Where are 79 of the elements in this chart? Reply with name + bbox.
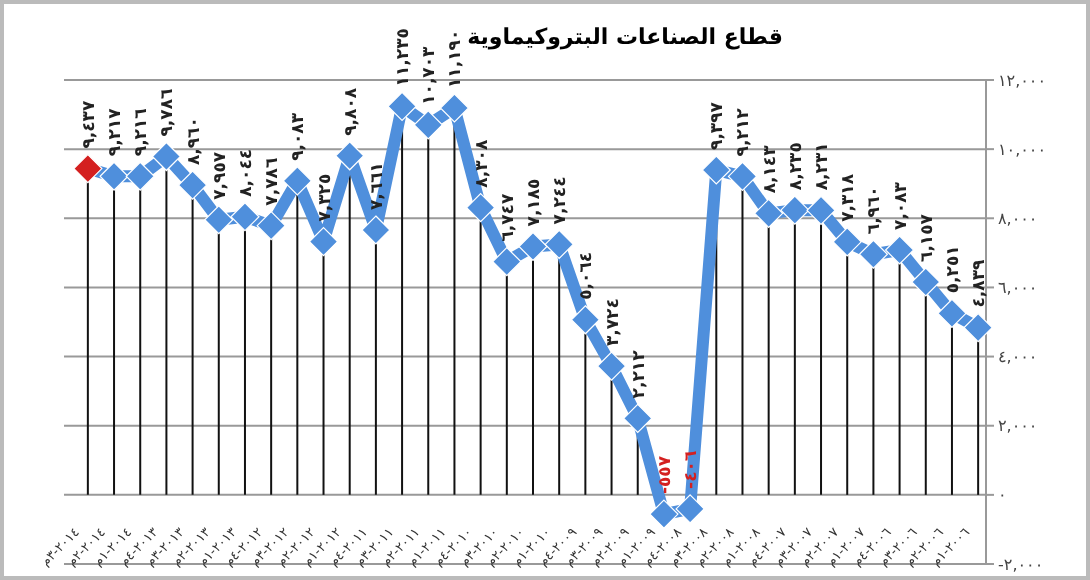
point: [911, 267, 941, 297]
point: [754, 198, 784, 228]
point: [387, 91, 417, 122]
point: [361, 215, 391, 245]
point: [570, 305, 600, 335]
data-label: -٥٥٧: [655, 454, 676, 495]
y-tick-label: ٤,٠٠٠: [998, 348, 1038, 367]
point: [282, 166, 312, 196]
y-tick-label: ١٢,٠٠٠: [998, 71, 1047, 90]
data-label: ١٠,٧٠٣: [420, 44, 441, 105]
y-tick-label: ٨,٠٠٠: [998, 209, 1038, 228]
y-tick-label: ٠: [998, 486, 1007, 505]
data-label: ٨,٠٤٤: [236, 148, 257, 197]
point: [780, 195, 810, 225]
point: [204, 205, 234, 235]
point: [596, 351, 627, 381]
point: [518, 231, 548, 262]
point: [151, 141, 182, 172]
point: [727, 161, 758, 191]
y-tick-label: ٦,٠٠٠: [998, 279, 1038, 298]
data-label: ٣,٧٢٤: [603, 298, 624, 347]
data-label: ١١,١٩٠: [446, 29, 467, 88]
point: [623, 403, 653, 433]
data-label: ٢,٢١٢: [629, 348, 650, 399]
point: [256, 211, 286, 241]
point: [937, 298, 967, 328]
data-label: ٨,٢٣٥: [786, 142, 807, 191]
point: [649, 499, 679, 529]
data-label: ٩,٨٠٨: [341, 86, 362, 136]
point: [99, 161, 129, 191]
data-label: ٧,٠٨٣: [891, 180, 912, 230]
point: [230, 202, 260, 232]
point: [701, 155, 731, 185]
point: [335, 141, 365, 171]
data-label: ٧,٦٦١: [367, 162, 388, 211]
point: [466, 193, 496, 223]
point: [858, 239, 888, 269]
data-label: ٧,٧٨٦: [263, 157, 284, 206]
point: [492, 247, 522, 277]
data-label: ٤,٨٣٩: [970, 257, 991, 308]
point: [308, 227, 339, 257]
data-label: ٩,٣٩٧: [708, 100, 729, 150]
point: [544, 229, 574, 260]
data-label: ٥,٢٥١: [943, 245, 964, 294]
data-label: ٦,٧٤٧: [498, 192, 519, 242]
data-label: ٨,٣٠٨: [472, 138, 493, 188]
data-label: ٥,٠٦٤: [577, 251, 598, 300]
y-tick-label: ٢,٠٠٠: [998, 417, 1038, 436]
point: [73, 154, 103, 184]
data-label: ٧,٣٢٥: [315, 173, 336, 222]
data-label: -٤٠٦: [682, 450, 703, 489]
point: [832, 227, 862, 257]
data-label: ٩,٢١٦: [132, 108, 153, 157]
data-label: ٩,٤٣٧: [79, 99, 100, 149]
y-tick-label: -٢,٠٠٠: [998, 555, 1044, 574]
data-label: ٧,٢٤٤: [551, 176, 572, 225]
data-label: ١١,٢٣٥: [394, 28, 415, 87]
data-label: ٨,٢٣١: [813, 142, 834, 191]
data-label: ٩,٢١٢: [734, 106, 755, 157]
point: [675, 494, 705, 524]
data-label: ٩,٧٨٦: [158, 88, 179, 137]
point: [413, 110, 443, 140]
point: [963, 312, 993, 343]
data-label: ٧,٣١٨: [839, 172, 860, 222]
data-label: ٩,٢١٧: [106, 106, 127, 157]
data-label: ٨,١٤٣: [760, 143, 781, 194]
data-label: ٦,١٥٧: [917, 212, 938, 262]
chart-title: قطاع الصناعات البتروكيماوية: [467, 24, 783, 50]
point: [439, 93, 470, 123]
point: [806, 195, 836, 225]
y-tick-label: ١٠,٠٠٠: [998, 140, 1047, 159]
data-label: ٦,٩٦٠: [865, 186, 886, 235]
point: [178, 170, 208, 200]
data-label: ٨,٩٦٠: [184, 117, 205, 166]
data-label: ٩,٠٨٣: [289, 111, 310, 161]
point: [125, 161, 155, 191]
point: [884, 235, 915, 265]
data-label: ٧,١٨٥: [525, 178, 545, 227]
data-label: ٧,٩٥٧: [210, 150, 231, 200]
